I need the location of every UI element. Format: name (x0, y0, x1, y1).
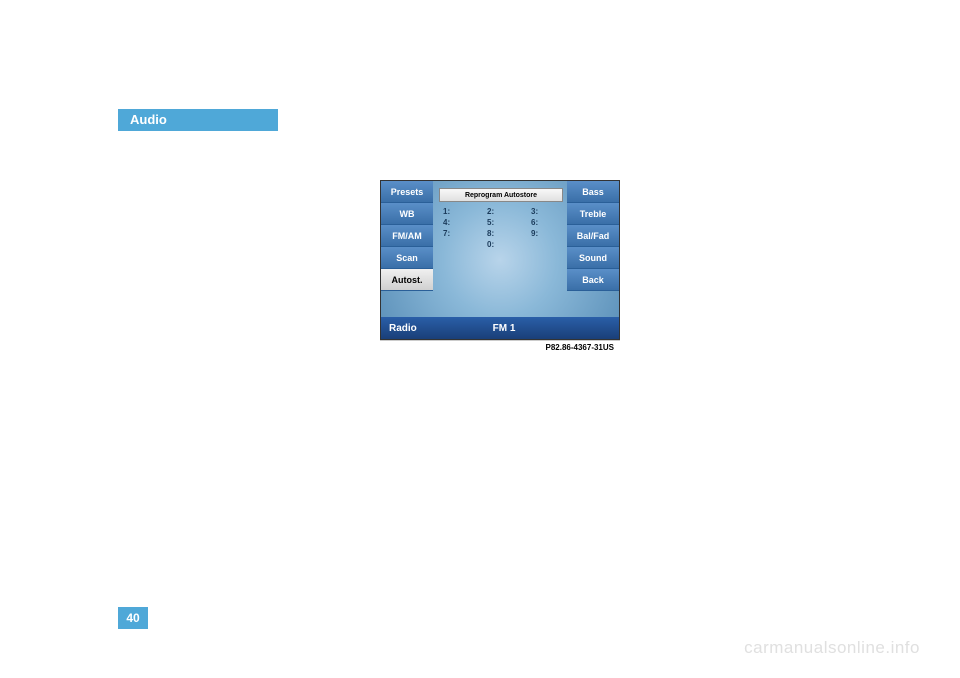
preset-9[interactable]: 9: (527, 229, 563, 238)
photo-reference: P82.86-4367-31US (380, 340, 620, 354)
preset-1[interactable]: 1: (439, 207, 475, 216)
sound-button[interactable]: Sound (567, 247, 619, 269)
status-mode: Radio (389, 323, 449, 334)
preset-5[interactable]: 5: (483, 218, 519, 227)
preset-0[interactable]: 0: (483, 240, 519, 249)
preset-3[interactable]: 3: (527, 207, 563, 216)
section-title: Audio (130, 112, 167, 127)
preset-grid: 1: 2: 3: 4: 5: 6: 7: 8: 9: 0: (439, 207, 563, 249)
bal-fad-button[interactable]: Bal/Fad (567, 225, 619, 247)
back-button[interactable]: Back (567, 269, 619, 291)
preset-2[interactable]: 2: (483, 207, 519, 216)
page-number: 40 (118, 607, 148, 629)
watermark: carmanualsonline.info (744, 638, 920, 658)
bass-button[interactable]: Bass (567, 181, 619, 203)
preset-4[interactable]: 4: (439, 218, 475, 227)
reprogram-autostore-label: Reprogram Autostore (439, 188, 563, 202)
preset-8[interactable]: 8: (483, 229, 519, 238)
page-container: Audio Presets WB FM/AM Scan Autost. Bass… (0, 0, 960, 678)
autostore-button[interactable]: Autost. (381, 269, 433, 291)
fm-am-button[interactable]: FM/AM (381, 225, 433, 247)
section-header: Audio (118, 109, 278, 131)
status-band: FM 1 (449, 323, 619, 334)
preset-7[interactable]: 7: (439, 229, 475, 238)
left-button-column: Presets WB FM/AM Scan Autost. (381, 181, 433, 291)
presets-button[interactable]: Presets (381, 181, 433, 203)
right-button-column: Bass Treble Bal/Fad Sound Back (567, 181, 619, 291)
scan-button[interactable]: Scan (381, 247, 433, 269)
preset-empty-1 (439, 240, 475, 249)
radio-screen: Presets WB FM/AM Scan Autost. Bass Trebl… (380, 180, 620, 340)
preset-6[interactable]: 6: (527, 218, 563, 227)
status-bar: Radio FM 1 (381, 317, 619, 339)
treble-button[interactable]: Treble (567, 203, 619, 225)
preset-empty-2 (527, 240, 563, 249)
wb-button[interactable]: WB (381, 203, 433, 225)
